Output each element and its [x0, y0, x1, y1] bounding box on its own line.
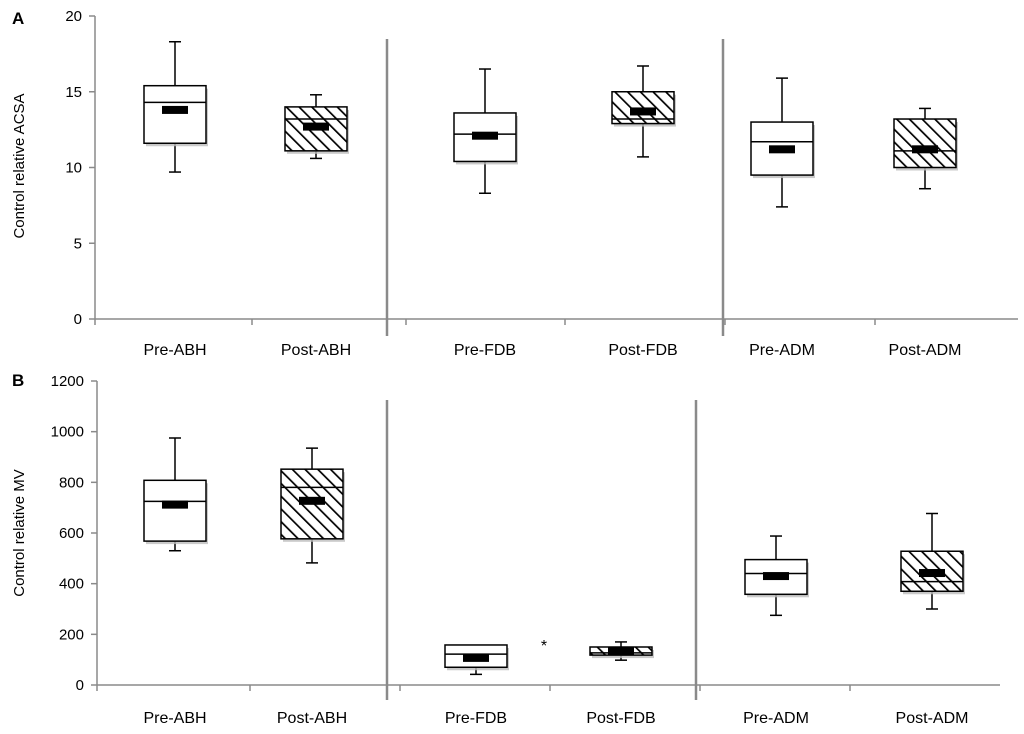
mean-marker	[608, 647, 634, 656]
box-pre-fdb	[444, 644, 509, 676]
mean-marker	[463, 653, 489, 662]
panel-b-ylabel: Control relative MV	[11, 469, 28, 597]
box-body	[750, 121, 814, 176]
y-tick-label: 0	[74, 311, 82, 328]
panel-a: A Control relative ACSA 0 5 10 15 20 Pre-ABH…	[11, 8, 1018, 359]
mean-marker	[630, 107, 656, 116]
y-tick-label: 0	[76, 677, 84, 694]
mean-marker	[299, 496, 325, 505]
box-post-fdb	[611, 65, 676, 158]
y-tick-label: 200	[59, 626, 84, 643]
y-tick-label: 20	[65, 8, 82, 25]
box-post-fdb	[589, 641, 654, 661]
box-body	[900, 550, 964, 593]
category-label: Pre-ABH	[143, 710, 206, 727]
category-label: Pre-ADM	[749, 342, 815, 359]
box-pre-abh	[143, 437, 208, 552]
mean-marker	[162, 105, 188, 114]
box-pre-abh	[143, 41, 208, 173]
mean-marker	[919, 569, 945, 578]
mean-marker	[303, 122, 329, 131]
box-pre-fdb	[453, 68, 518, 195]
box-body	[143, 479, 207, 542]
mean-marker	[912, 145, 938, 154]
significance-asterisk: *	[541, 638, 547, 655]
y-tick-label: 15	[65, 84, 82, 101]
box-post-abh	[284, 94, 349, 160]
y-tick-label: 1200	[51, 373, 84, 390]
category-label: Post-FDB	[608, 342, 677, 359]
panel-a-letter: A	[12, 9, 24, 28]
box-post-adm	[893, 107, 958, 190]
category-label: Pre-FDB	[445, 710, 507, 727]
panel-b: B Control relative MV 0 200 400 600 800 1000 1…	[11, 371, 1000, 727]
box-pre-adm	[744, 535, 809, 617]
box-body	[893, 118, 957, 169]
box-body	[611, 91, 675, 125]
box-body	[143, 84, 207, 145]
y-tick-label: 800	[59, 474, 84, 491]
category-label: Post-ABH	[277, 710, 347, 727]
mean-marker	[763, 572, 789, 581]
panel-b-labels: Pre-ABH Post-ABH Pre-FDB Post-FDB Pre-ADM Pos…	[143, 710, 968, 727]
category-label: Pre-FDB	[454, 342, 516, 359]
panel-a-ylabel: Control relative ACSA	[11, 93, 28, 238]
mean-marker	[769, 145, 795, 154]
panel-a-boxes	[143, 41, 958, 208]
y-tick-label: 5	[74, 235, 82, 252]
mean-marker	[162, 500, 188, 509]
box-post-abh	[280, 447, 345, 564]
category-label: Post-ADM	[889, 342, 962, 359]
y-tick-label: 600	[59, 525, 84, 542]
box-post-adm	[900, 512, 965, 610]
category-label: Post-FDB	[586, 710, 655, 727]
category-label: Post-ADM	[896, 710, 969, 727]
y-tick-label: 400	[59, 576, 84, 593]
y-tick-label: 10	[65, 160, 82, 177]
panel-b-axes: 0 200 400 600 800 1000 1200	[51, 373, 1000, 700]
panel-b-boxes	[143, 437, 965, 676]
mean-marker	[472, 131, 498, 140]
panel-b-letter: B	[12, 371, 24, 390]
panel-a-labels: Pre-ABH Post-ABH Pre-FDB Post-FDB Pre-ADM Pos…	[143, 342, 961, 359]
panel-a-axes: 0 5 10 15 20	[65, 8, 1018, 336]
category-label: Post-ABH	[281, 342, 351, 359]
category-label: Pre-ADM	[743, 710, 809, 727]
y-tick-label: 1000	[51, 424, 84, 441]
box-pre-adm	[750, 77, 815, 208]
category-label: Pre-ABH	[143, 342, 206, 359]
